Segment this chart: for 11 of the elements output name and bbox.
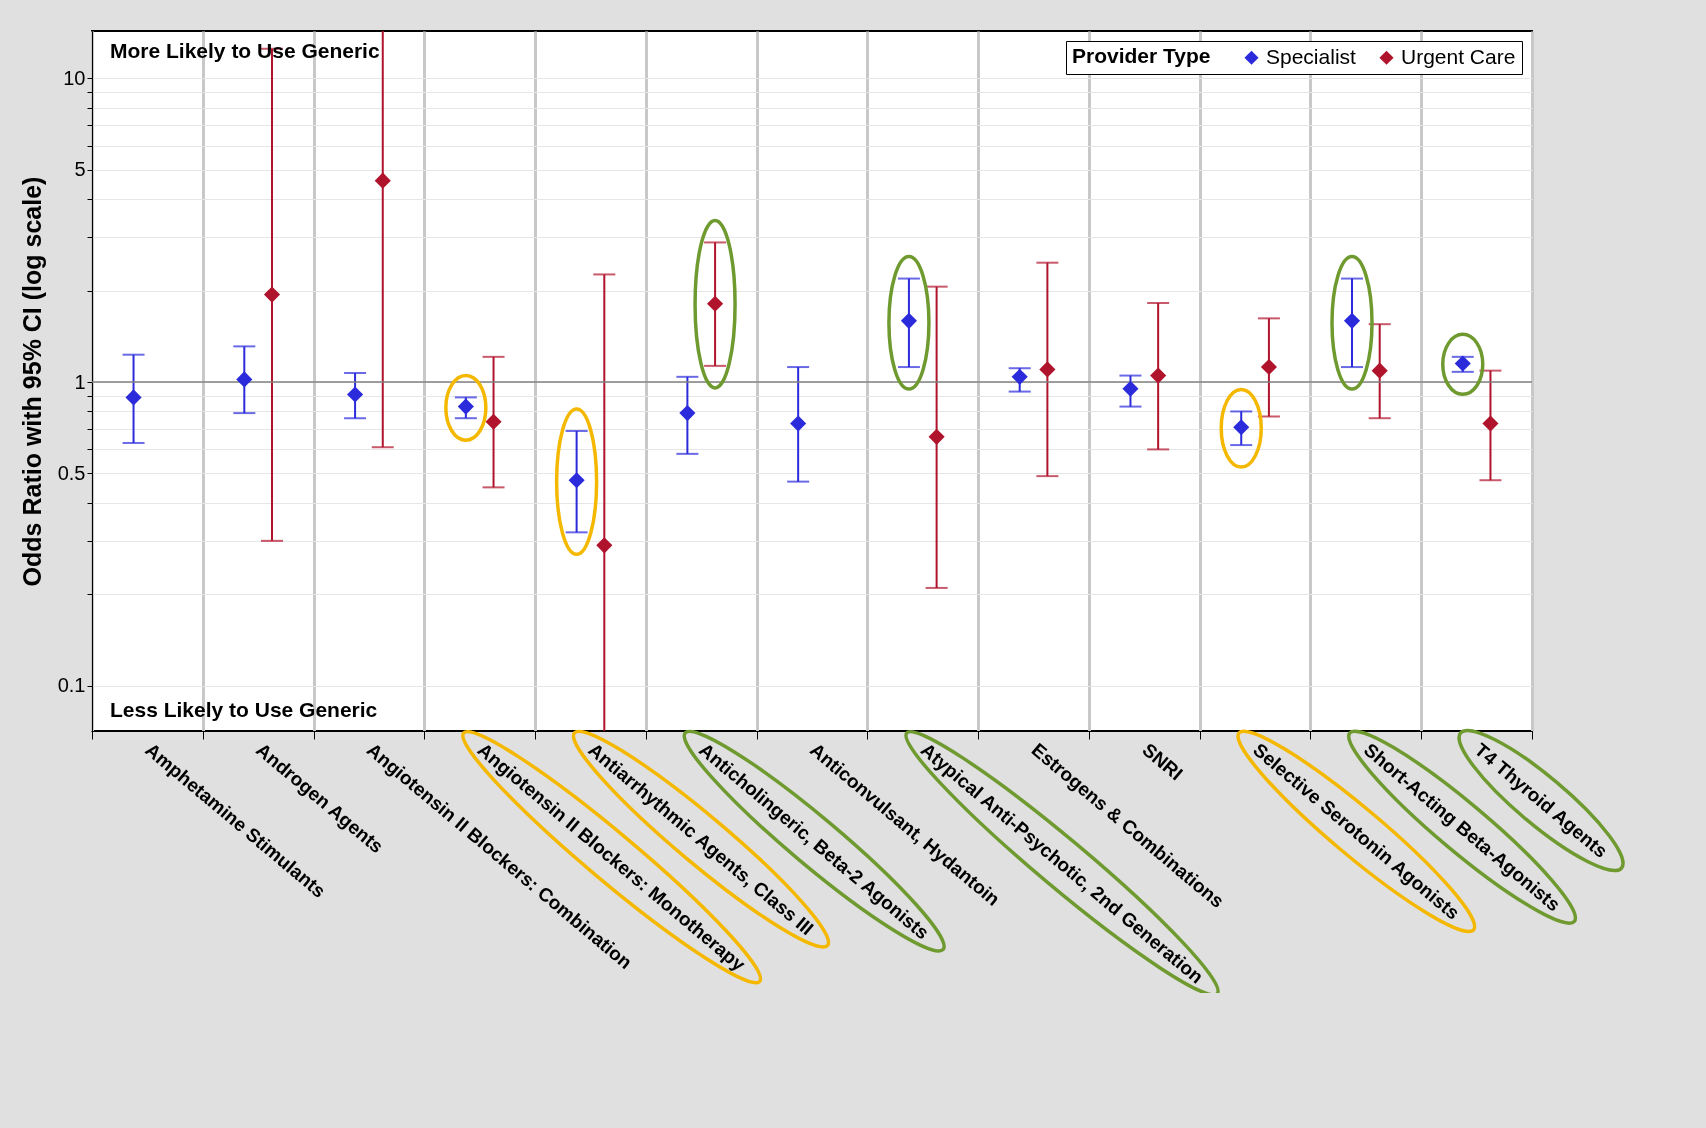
y-tick-label: 5 (74, 158, 86, 181)
legend-title: Provider Type (1072, 44, 1211, 67)
annotation: More Likely to Use Generic (110, 39, 380, 62)
y-axis-title: Odds Ratio with 95% CI (log scale) (17, 176, 46, 587)
y-tick-label: 10 (63, 66, 86, 89)
legend-label: Specialist (1266, 44, 1357, 68)
y-tick-label: 0.1 (57, 674, 86, 697)
legend-label: Urgent Care (1401, 44, 1516, 68)
y-tick-label: 0.5 (57, 461, 86, 484)
annotation: Less Likely to Use Generic (110, 698, 378, 721)
y-tick-label: 1 (74, 370, 86, 393)
